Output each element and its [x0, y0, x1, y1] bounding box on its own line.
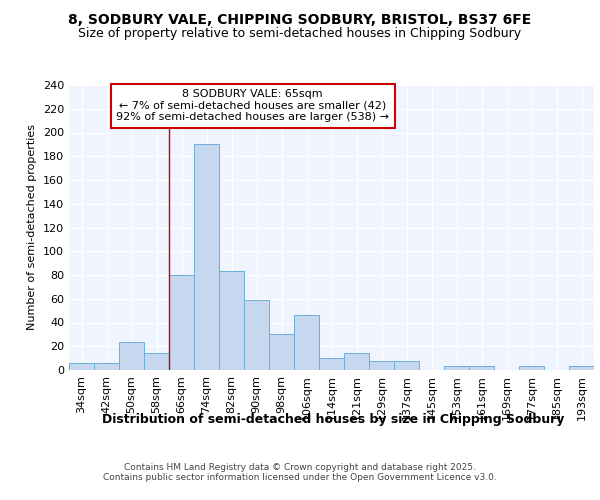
Bar: [244, 300, 269, 370]
Bar: [69, 363, 94, 370]
Bar: [344, 354, 369, 370]
Bar: [269, 334, 294, 370]
Bar: [144, 354, 169, 370]
Bar: [519, 366, 544, 370]
Bar: [169, 275, 194, 370]
Text: Contains HM Land Registry data © Crown copyright and database right 2025.
Contai: Contains HM Land Registry data © Crown c…: [103, 462, 497, 482]
Bar: [369, 360, 394, 370]
Bar: [394, 360, 419, 370]
Bar: [469, 366, 494, 370]
Bar: [569, 366, 594, 370]
Bar: [119, 342, 144, 370]
Bar: [319, 358, 344, 370]
Bar: [94, 363, 119, 370]
Bar: [444, 366, 469, 370]
Bar: [294, 316, 319, 370]
Bar: [194, 144, 219, 370]
Text: 8, SODBURY VALE, CHIPPING SODBURY, BRISTOL, BS37 6FE: 8, SODBURY VALE, CHIPPING SODBURY, BRIST…: [68, 12, 532, 26]
Bar: [219, 272, 244, 370]
Text: Size of property relative to semi-detached houses in Chipping Sodbury: Size of property relative to semi-detach…: [79, 28, 521, 40]
Text: Distribution of semi-detached houses by size in Chipping Sodbury: Distribution of semi-detached houses by …: [102, 412, 564, 426]
Y-axis label: Number of semi-detached properties: Number of semi-detached properties: [28, 124, 37, 330]
Text: 8 SODBURY VALE: 65sqm
← 7% of semi-detached houses are smaller (42)
92% of semi-: 8 SODBURY VALE: 65sqm ← 7% of semi-detac…: [116, 90, 389, 122]
